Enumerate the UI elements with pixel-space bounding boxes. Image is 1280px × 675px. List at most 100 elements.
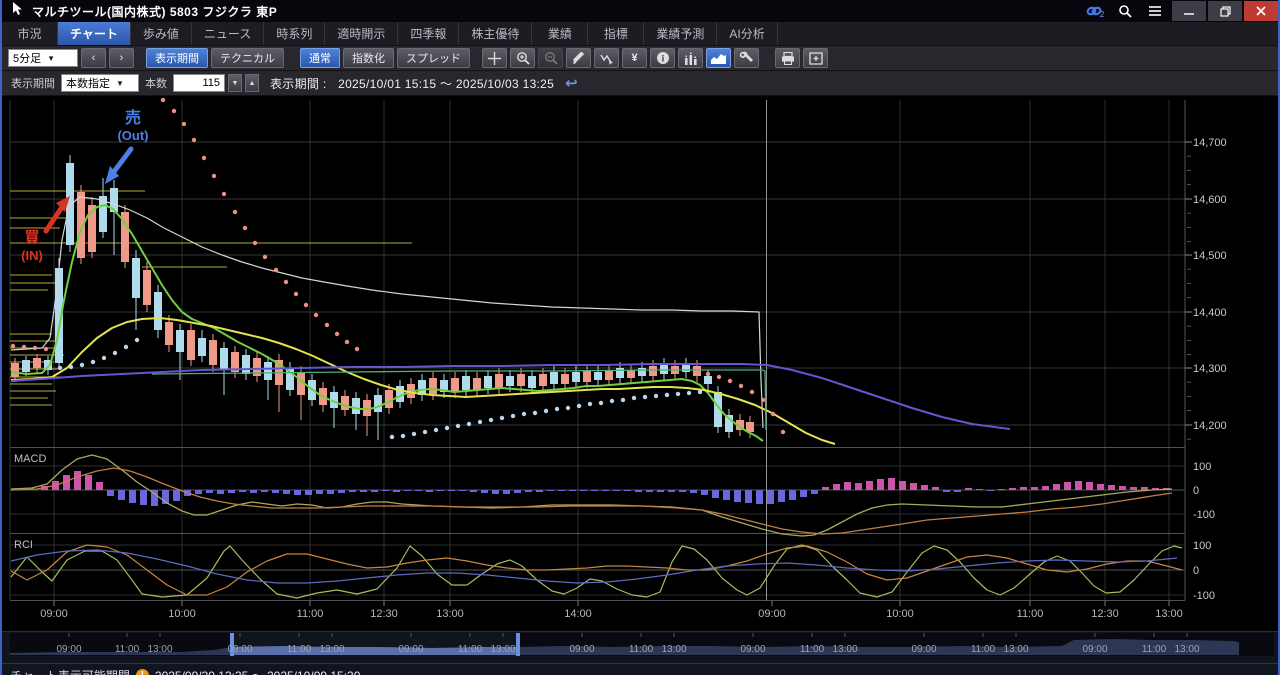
- svg-text:13:00: 13:00: [319, 644, 344, 655]
- zoom-out-button[interactable]: [538, 48, 563, 68]
- count-down-button[interactable]: ▼: [228, 74, 242, 92]
- volume-bars-button[interactable]: [678, 48, 703, 68]
- reset-range-icon[interactable]: ↩: [565, 75, 578, 92]
- sar-blue-left: [123, 344, 129, 350]
- sar-blue-main: [565, 405, 571, 411]
- sar-red-early: [43, 346, 49, 352]
- ma-teal: [151, 369, 767, 431]
- tab-株主優待[interactable]: 株主優待: [459, 22, 533, 45]
- rci-orange: [10, 544, 1183, 596]
- spread-button[interactable]: スプレッド: [397, 48, 470, 68]
- svg-text:09:00: 09:00: [911, 644, 936, 655]
- sar-blue-main: [609, 398, 615, 404]
- rci-blue: [10, 549, 1178, 584]
- minimize-button[interactable]: [1172, 1, 1206, 21]
- sar-blue-left: [90, 359, 96, 365]
- svg-text:13:00: 13:00: [1174, 644, 1199, 655]
- available-period-label: チャート表示可能期間: [10, 667, 130, 675]
- sar-blue-main: [587, 401, 593, 407]
- sar-blue-main: [455, 423, 461, 429]
- sar-red-end: [727, 378, 733, 384]
- trend-tool-button[interactable]: [594, 48, 619, 68]
- new-window-button[interactable]: [803, 48, 828, 68]
- price-chart-canvas[interactable]: 100 0 -100 100 0 -100 14,700 14,600 14,500 14,400…: [2, 96, 1280, 626]
- draw-pencil-button[interactable]: [566, 48, 591, 68]
- chart-navigator[interactable]: 09:00 11:00 13:00 09:00 11:00 13:00 09:00 11:00…: [2, 631, 1278, 663]
- print-button[interactable]: [775, 48, 800, 68]
- svg-text:14:00: 14:00: [564, 608, 592, 620]
- sar-red-main: [201, 155, 207, 161]
- ma-yellow: [10, 317, 836, 445]
- crosshair-button[interactable]: [482, 48, 507, 68]
- svg-text:買: 買: [24, 229, 39, 246]
- sar-blue-main: [422, 429, 428, 435]
- svg-text:13:00: 13:00: [490, 644, 515, 655]
- interval-select[interactable]: 5分足 ▼: [8, 49, 78, 67]
- sar-blue-main: [521, 411, 527, 417]
- tab-AI分析[interactable]: AI分析: [717, 22, 778, 45]
- link-badge: 2: [1099, 9, 1105, 19]
- prev-button[interactable]: ‹: [81, 48, 106, 68]
- sar-blue-main: [576, 403, 582, 409]
- sar-red-main: [242, 225, 248, 231]
- tab-業績予測[interactable]: 業績予測: [644, 22, 718, 45]
- tab-指標[interactable]: 指標: [588, 22, 645, 45]
- svg-text:14,600: 14,600: [1193, 194, 1227, 206]
- menu-icon[interactable]: [1140, 1, 1170, 21]
- interval-value: 5分足: [13, 53, 42, 65]
- available-period-value: 2025/09/30 13:35 ～ 2025/10/09 15:30: [155, 667, 361, 675]
- navigator-handle-left: [230, 633, 234, 656]
- sar-blue-main: [400, 433, 406, 439]
- tab-bar: 市況 チャート 歩み値 ニュース 時系列 適時開示 四季報 株主優待 業績 指標 業績予測 AI分析: [2, 22, 1278, 46]
- count-input[interactable]: 115: [173, 74, 225, 92]
- tab-市況[interactable]: 市況: [2, 22, 58, 45]
- sar-blue-main: [477, 419, 483, 425]
- svg-text:12:30: 12:30: [370, 608, 398, 620]
- svg-text:(IN): (IN): [21, 248, 43, 263]
- sar-blue-main: [620, 397, 626, 403]
- navigator-canvas[interactable]: 09:00 11:00 13:00 09:00 11:00 13:00 09:00 11:00…: [2, 632, 1280, 658]
- chart-area[interactable]: 100 0 -100 100 0 -100 14,700 14,600 14,500 14,400…: [2, 96, 1278, 631]
- svg-text:09:00: 09:00: [1082, 644, 1107, 655]
- tab-チャート[interactable]: チャート: [58, 22, 131, 45]
- period-mode-select[interactable]: 本数指定 ▼: [61, 74, 139, 92]
- window-title: マルチツール(国内株式) 5803 フジクラ 東P: [32, 4, 278, 19]
- close-button[interactable]: [1244, 1, 1278, 21]
- sar-red-main: [181, 121, 187, 127]
- sar-blue-left: [68, 364, 74, 370]
- sar-blue-main: [697, 389, 703, 395]
- sar-blue-main: [389, 434, 395, 440]
- tab-適時開示[interactable]: 適時開示: [325, 22, 399, 45]
- normal-button[interactable]: 通常: [300, 48, 340, 68]
- tab-業績[interactable]: 業績: [532, 22, 589, 45]
- vwap-white: [10, 196, 764, 429]
- svg-text:13:00: 13:00: [147, 644, 172, 655]
- svg-text:09:00: 09:00: [227, 644, 252, 655]
- tab-歩み値[interactable]: 歩み値: [131, 22, 192, 45]
- next-button[interactable]: ›: [109, 48, 134, 68]
- restore-button[interactable]: [1208, 1, 1242, 21]
- tab-四季報[interactable]: 四季報: [398, 22, 460, 45]
- settings-wrench-button[interactable]: [734, 48, 759, 68]
- macd-signal: [10, 467, 1173, 535]
- chevron-down-icon: ▼: [47, 53, 56, 63]
- display-period-button[interactable]: 表示期間: [146, 48, 208, 68]
- count-up-button[interactable]: ▲: [245, 74, 259, 92]
- tab-ニュース[interactable]: ニュース: [192, 22, 265, 45]
- search-icon[interactable]: [1110, 1, 1140, 21]
- svg-text:11:00: 11:00: [800, 644, 825, 655]
- sar-red-main: [293, 291, 299, 297]
- technical-button[interactable]: テクニカル: [211, 48, 284, 68]
- indexed-button[interactable]: 指数化: [343, 48, 394, 68]
- sar-red-main: [334, 331, 340, 337]
- area-chart-button[interactable]: [706, 48, 731, 68]
- sar-red-end: [770, 411, 776, 417]
- sar-red-main: [232, 209, 238, 215]
- zoom-in-button[interactable]: [510, 48, 535, 68]
- link-icon[interactable]: 2: [1080, 1, 1110, 21]
- sar-blue-main: [686, 390, 692, 396]
- info-button[interactable]: i: [650, 48, 675, 68]
- tab-時系列[interactable]: 時系列: [264, 22, 326, 45]
- sar-red-main: [160, 97, 166, 103]
- yen-button[interactable]: ¥: [622, 48, 647, 68]
